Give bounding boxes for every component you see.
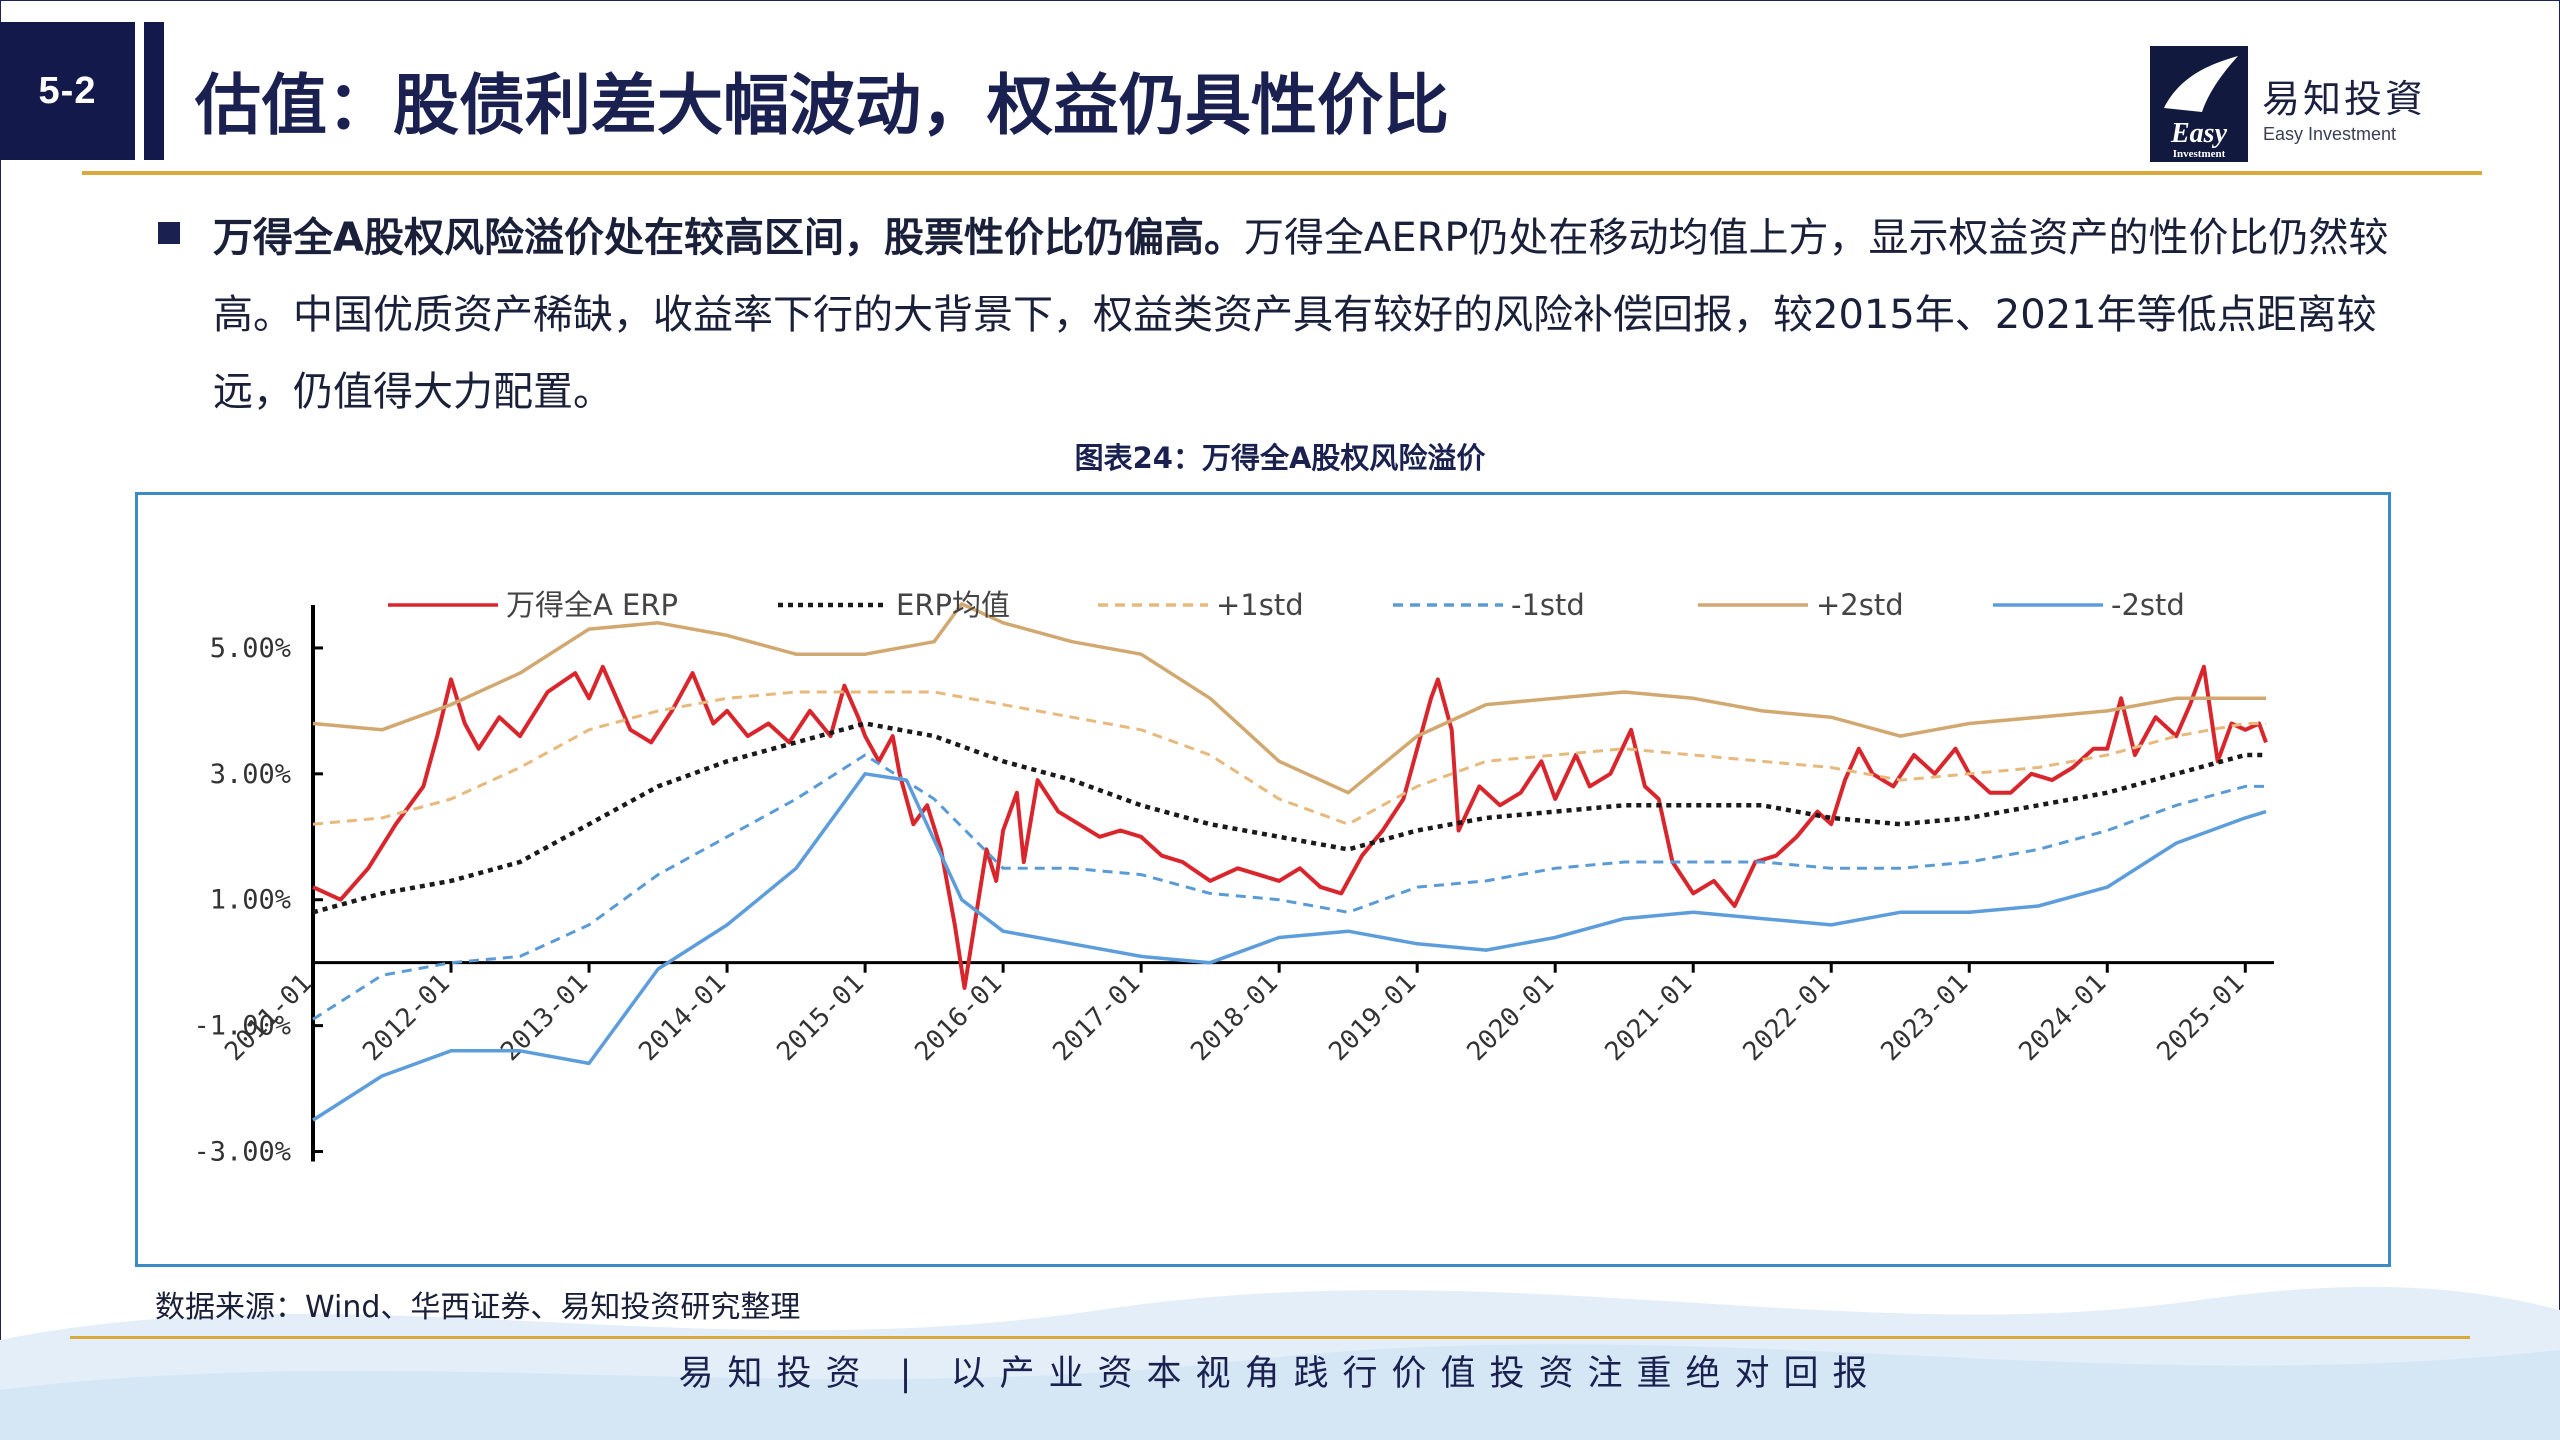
legend-label: +1std <box>1216 588 1304 622</box>
body-lead: 万得全A股权风险溢价处在较高区间，股票性价比仍偏高。 <box>213 215 1244 261</box>
x-tick-label: 2025-01 <box>2152 968 2251 1067</box>
x-tick-label: 2023-01 <box>1876 968 1975 1067</box>
footer-slogan: 易知投资 | 以产业资本视角践行价值投资注重绝对回报 <box>678 1354 1882 1394</box>
x-tick-label: 2018-01 <box>1185 968 1284 1067</box>
y-tick-label: -3.00% <box>193 1137 291 1168</box>
x-tick-label: 2022-01 <box>1737 968 1836 1067</box>
x-tick-label: 2021-01 <box>1599 968 1698 1067</box>
section-number: 5-2 <box>0 22 135 160</box>
series-line-3 <box>312 753 2266 1021</box>
page-title: 估值：股债利差大幅波动，权益仍具性价比 <box>195 67 1449 144</box>
x-tick-label: 2017-01 <box>1047 968 1146 1067</box>
logo-emblem: Easy Investment <box>2150 46 2248 162</box>
x-tick-label: 2019-01 <box>1323 968 1422 1067</box>
source-note: 数据来源：Wind、华西证券、易知投资研究整理 <box>155 1290 801 1325</box>
footer-wave-decoration <box>0 1286 2560 1440</box>
body-text: 万得全AERP仍处在移动均值上方，显示权益资产的性价比仍然较高。中国优质资产稀缺… <box>213 215 2389 415</box>
chart-frame: 5.00% 3.00% 1.00% -1.00% -3.00% 2011-01 2012-0… <box>135 492 2391 1267</box>
series-line-4 <box>312 602 2266 795</box>
header-rule <box>82 171 2482 175</box>
footer-rule <box>70 1336 2470 1339</box>
x-tick-label: 2015-01 <box>771 968 870 1067</box>
logo-subtitle: Easy Investment <box>2263 124 2397 144</box>
logo-box-text-top: Easy <box>2170 118 2228 149</box>
series-line-5 <box>312 772 2267 1122</box>
logo-name: 易知投資 <box>2262 77 2427 121</box>
chart-caption: 图表24：万得全A股权风险溢价 <box>1074 441 1486 475</box>
logo-box-text-bottom: Investment <box>2173 148 2226 160</box>
legend-label: +2std <box>1816 588 1904 622</box>
legend-label: ERP均值 <box>896 588 1010 622</box>
company-logo: Easy Investment 易知投資 Easy Investment <box>2150 46 2440 162</box>
x-tick-label: 2020-01 <box>1461 968 1560 1067</box>
y-tick-label: -1.00% <box>193 1011 291 1042</box>
x-tick-label: 2024-01 <box>2014 968 2113 1067</box>
y-tick-label: 5.00% <box>210 633 291 664</box>
legend-label: 万得全A ERP <box>506 588 678 622</box>
series-line-2 <box>312 690 2266 826</box>
legend-label: -2std <box>2111 588 2185 622</box>
body-paragraph: 万得全A股权风险溢价处在较高区间，股票性价比仍偏高。万得全AERP仍处在移动均值… <box>213 200 2413 431</box>
y-tick-label: 1.00% <box>210 885 291 916</box>
legend-label: -1std <box>1511 588 1585 622</box>
bullet-square-icon <box>158 222 180 244</box>
series-line-0 <box>312 664 2268 990</box>
x-tick-label: 2016-01 <box>909 968 1008 1067</box>
erp-chart: 5.00%3.00%1.00%-1.00%-3.00%2011-01 2012-0… <box>193 588 2274 1168</box>
y-tick-label: 3.00% <box>210 759 291 790</box>
section-divider-bar <box>144 22 164 160</box>
series-line-1 <box>312 721 2266 915</box>
